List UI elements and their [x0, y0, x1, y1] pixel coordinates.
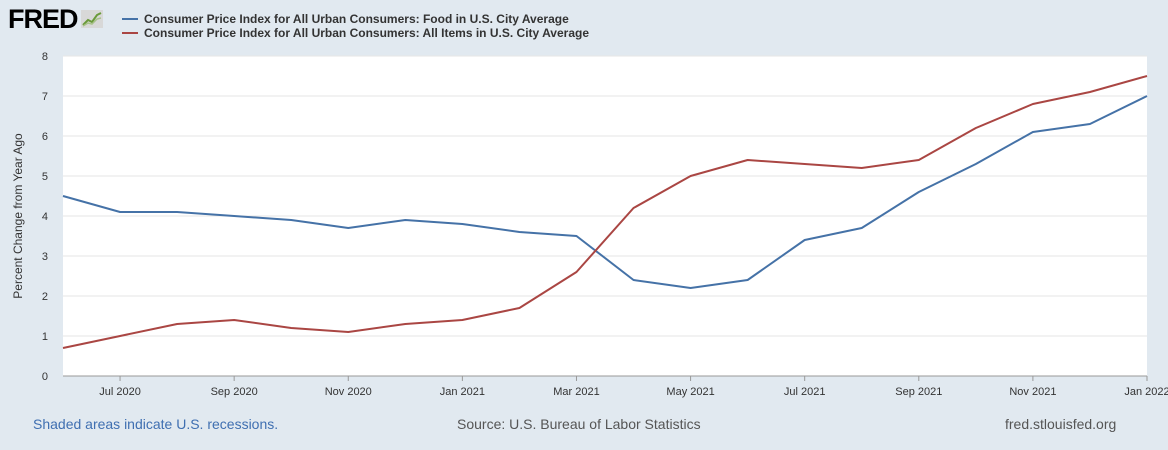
x-tick-label: Sep 2021 [895, 386, 942, 398]
legend-label-all-items: Consumer Price Index for All Urban Consu… [144, 26, 589, 40]
y-tick-label: 0 [42, 371, 48, 383]
fred-logo-text: FRED [8, 4, 78, 34]
y-tick-label: 4 [42, 211, 48, 223]
y-tick-label: 8 [42, 51, 48, 63]
fred-logo[interactable]: FRED [8, 4, 103, 34]
site-link[interactable]: fred.stlouisfed.org [1005, 416, 1117, 432]
y-tick-label: 5 [42, 171, 48, 183]
y-axis-ticks: 0 1 2 3 4 5 6 7 8 [42, 51, 48, 383]
legend-item-all-items[interactable]: Consumer Price Index for All Urban Consu… [122, 26, 589, 40]
x-tick-label: Jan 2021 [440, 386, 485, 398]
source-note: Source: U.S. Bureau of Labor Statistics [457, 416, 701, 432]
x-tick-label: Mar 2021 [553, 386, 599, 398]
legend-label-food: Consumer Price Index for All Urban Consu… [144, 12, 569, 26]
series-line-food[interactable] [62, 95, 1148, 289]
x-tick-label: Jan 2022 [1124, 386, 1168, 398]
legend-item-food[interactable]: Consumer Price Index for All Urban Consu… [122, 12, 589, 26]
gridlines [63, 55, 1147, 377]
x-tick-label: Jul 2021 [784, 386, 826, 398]
x-axis-ticks: Jul 2020 Sep 2020 Nov 2020 Jan 2021 Mar 2021… [99, 376, 1168, 398]
x-tick-label: May 2021 [666, 386, 714, 398]
fred-graph-icon [80, 10, 103, 28]
y-tick-label: 3 [42, 251, 48, 263]
recession-note-link[interactable]: Shaded areas indicate U.S. recessions. [33, 416, 279, 432]
y-tick-label: 1 [42, 331, 48, 343]
y-tick-label: 7 [42, 91, 48, 103]
series-line-all-items[interactable] [62, 75, 1148, 349]
series-lines [62, 75, 1148, 349]
x-tick-label: Nov 2020 [325, 386, 372, 398]
x-tick-label: Nov 2021 [1009, 386, 1056, 398]
chart-legend: Consumer Price Index for All Urban Consu… [122, 12, 589, 40]
line-chart: 0 1 2 3 4 5 6 7 8 Jul 2020 Sep 2020 Nov 2020 Jan 20… [11, 51, 1168, 398]
x-tick-label: Jul 2020 [99, 386, 141, 398]
legend-swatch-all-items [122, 32, 138, 34]
legend-swatch-food [122, 18, 138, 20]
y-axis-label: Percent Change from Year Ago [11, 133, 25, 299]
y-tick-label: 2 [42, 291, 48, 303]
x-tick-label: Sep 2020 [211, 386, 258, 398]
y-tick-label: 6 [42, 131, 48, 143]
